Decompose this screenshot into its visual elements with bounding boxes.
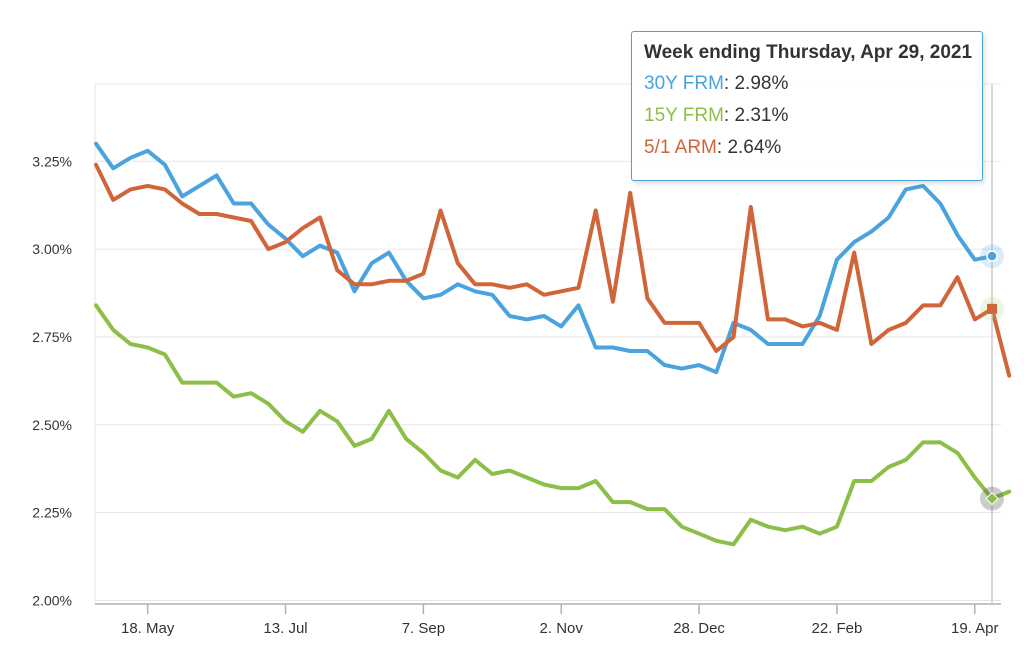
tooltip-row-arm: 5/1 ARM: 2.64%	[644, 137, 782, 158]
y-axis: 2.00% 2.25% 2.50% 2.75% 3.00% 3.25%	[32, 153, 72, 608]
series-line-15y-frm	[94, 303, 1012, 547]
y-tick-label: 2.25%	[32, 505, 72, 521]
x-tick-label: 28. Dec	[673, 620, 725, 637]
x-tick-label: 19. Apr	[951, 620, 999, 637]
tooltip-title: Week ending Thursday, Apr 29, 2021	[644, 42, 973, 63]
x-tick-label: 7. Sep	[402, 620, 445, 637]
marker-arm	[987, 303, 997, 314]
x-tick-label: 22. Feb	[811, 620, 862, 637]
series-line-5-1-arm	[94, 162, 1012, 378]
tooltip-series-value: 2.64%	[727, 137, 782, 158]
tooltip-series-value: 2.98%	[734, 73, 789, 94]
tooltip: Week ending Thursday, Apr 29, 2021 30Y F…	[631, 31, 983, 181]
hover-markers	[980, 244, 1004, 511]
series-lines	[94, 141, 1012, 547]
marker-30y	[986, 250, 998, 262]
y-tick-label: 3.00%	[32, 241, 72, 257]
y-tick-label: 2.00%	[32, 592, 72, 608]
x-tick-label: 13. Jul	[263, 620, 307, 637]
x-tick-label: 2. Nov	[540, 620, 584, 637]
y-tick-label: 2.75%	[32, 329, 72, 345]
tooltip-row-15y: 15Y FRM: 2.31%	[644, 105, 789, 126]
x-axis: 18. May 13. Jul 7. Sep 2. Nov 28. Dec 22. Feb…	[95, 603, 1001, 637]
tooltip-series-name: 5/1 ARM	[644, 137, 717, 158]
tooltip-series-value: 2.31%	[734, 105, 789, 126]
y-tick-label: 3.25%	[32, 153, 72, 169]
series-line-30y-frm	[94, 141, 994, 375]
tooltip-series-name: 30Y FRM	[644, 73, 724, 94]
x-tick-label: 18. May	[121, 620, 175, 637]
marker-15y	[985, 491, 999, 506]
y-tick-label: 2.50%	[32, 417, 72, 433]
tooltip-series-name: 15Y FRM	[644, 105, 724, 126]
tooltip-row-30y: 30Y FRM: 2.98%	[644, 73, 789, 94]
